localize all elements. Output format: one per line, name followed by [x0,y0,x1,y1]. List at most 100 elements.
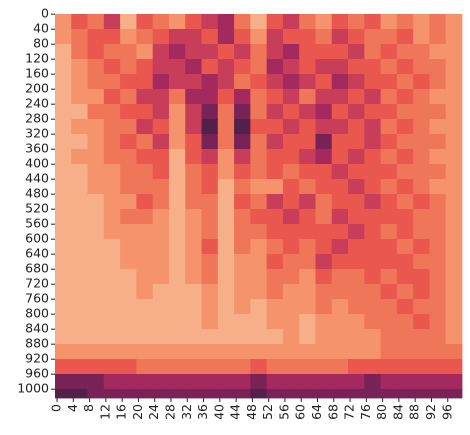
heatmap-cell [413,179,430,195]
y-tick-label: 360 [25,141,49,156]
heatmap-cell [380,389,398,399]
heatmap-cell [87,44,105,60]
heatmap-cell [315,224,333,240]
heatmap-cell [315,269,333,285]
heatmap-cell [413,329,430,345]
x-tick-label: 56 [276,404,291,420]
heatmap-cell [152,329,170,345]
heatmap-cell [315,209,333,225]
heatmap-cell [445,104,463,120]
heatmap-cell [103,44,121,60]
heatmap-cell [429,59,447,75]
heatmap-cell [168,389,186,399]
heatmap-cell [168,29,186,45]
heatmap-cell [136,284,154,300]
heatmap-cell [266,239,284,255]
heatmap-cell [380,239,398,255]
heatmap-cell [396,344,414,360]
heatmap-cell [87,14,105,30]
heatmap-cell [55,284,72,300]
heatmap-cell [299,44,316,60]
heatmap-cell [136,389,154,399]
heatmap-cell [234,329,251,345]
heatmap-cell [266,194,284,210]
heatmap-cell [429,269,447,285]
heatmap-cell [185,314,202,330]
heatmap-cell [380,344,398,360]
heatmap-cell [315,389,333,399]
heatmap-cell [201,74,219,90]
heatmap-cell [250,374,268,390]
heatmap-cell [217,119,235,135]
heatmap-cell [266,209,284,225]
heatmap-cell [234,314,251,330]
heatmap-cell [152,254,170,270]
heatmap-cell [413,149,430,165]
heatmap-cell [299,119,316,135]
heatmap-cell [185,29,202,45]
heatmap-cell [234,359,251,375]
heatmap-cell [282,254,300,270]
heatmap-cell [396,44,414,60]
heatmap-cell [136,104,154,120]
heatmap-cell [315,194,333,210]
heatmap-cell [71,29,88,45]
heatmap-cell [168,104,186,120]
heatmap-cell [266,164,284,180]
heatmap-cell [120,134,137,150]
heatmap-cell [71,119,88,135]
heatmap-cell [348,329,365,345]
heatmap-cell [396,254,414,270]
heatmap-cell [315,74,333,90]
heatmap-cell [217,389,235,399]
heatmap-cell [282,329,300,345]
heatmap-cell [315,44,333,60]
heatmap-cell [152,284,170,300]
heatmap-cell [55,164,72,180]
heatmap-cell [168,239,186,255]
heatmap-cell [282,104,300,120]
heatmap-cell [315,239,333,255]
heatmap-cell [413,299,430,315]
x-tick-label: 80 [374,404,389,420]
heatmap-cell [103,29,121,45]
heatmap-cell [71,59,88,75]
heatmap-cell [380,314,398,330]
heatmap-cell [152,59,170,75]
heatmap-cell [120,149,137,165]
heatmap-cell [152,179,170,195]
heatmap-cell [331,209,349,225]
y-tick-label: 800 [25,306,49,321]
heatmap-cell [168,209,186,225]
heatmap-cell [331,389,349,399]
heatmap-cell [299,299,316,315]
heatmap-cell [185,149,202,165]
heatmap-cell [103,224,121,240]
heatmap-cell [315,374,333,390]
heatmap-cell [201,104,219,120]
heatmap-cell [152,209,170,225]
heatmap-cell [103,254,121,270]
heatmap-cell [331,164,349,180]
heatmap-cell [299,179,316,195]
heatmap-cell [282,239,300,255]
heatmap-cell [364,299,381,315]
heatmap-cell [331,254,349,270]
heatmap-cell [217,374,235,390]
heatmap-cell [103,194,121,210]
heatmap-cell [250,359,268,375]
heatmap-cell [429,329,447,345]
heatmap-cell [429,179,447,195]
heatmap-cell [217,239,235,255]
heatmap-cell [413,14,430,30]
heatmap-cell [331,44,349,60]
heatmap-cell [217,149,235,165]
heatmap-cell [120,389,137,399]
heatmap-cell [429,29,447,45]
heatmap-cell [266,119,284,135]
heatmap-cell [71,149,88,165]
heatmap-cell [55,104,72,120]
heatmap-cell [315,314,333,330]
heatmap-cell [217,89,235,105]
heatmap-cell [71,14,88,30]
